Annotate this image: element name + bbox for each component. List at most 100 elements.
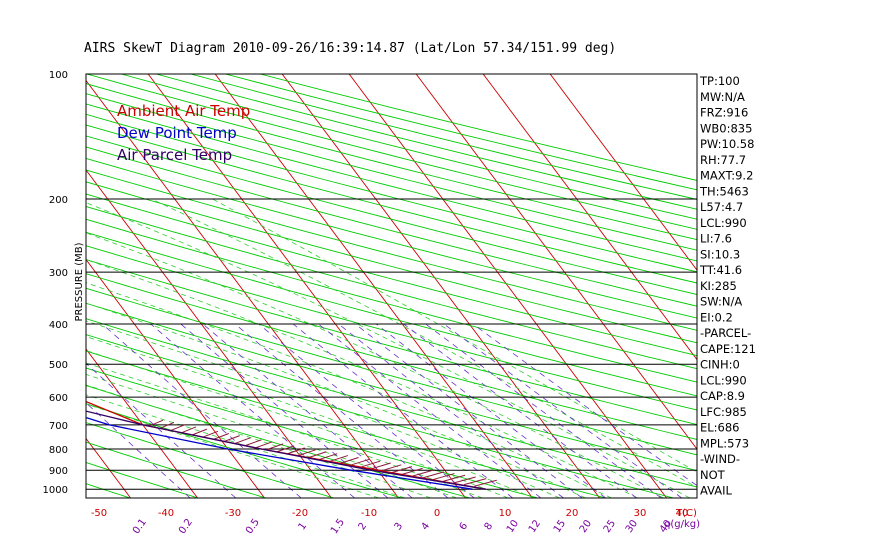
mixing-ratio-line <box>425 323 662 498</box>
moist-adiabat-line <box>86 232 664 498</box>
mixing-ratio-line <box>86 362 237 498</box>
index-item: WB0:835 <box>700 121 752 135</box>
cape-hatch-line <box>170 424 186 432</box>
cape-hatch-line <box>463 478 487 486</box>
mixing-ratio-tick-label: 1 <box>297 521 310 533</box>
dry-adiabat-line <box>86 483 131 498</box>
dry-adiabat-line <box>86 103 697 262</box>
dry-adiabat-line <box>86 146 697 307</box>
dry-adiabat-line <box>86 259 697 426</box>
mixing-ratio-tick-label: 3 <box>393 521 406 533</box>
dry-adiabat-line <box>86 245 697 411</box>
isotherm-line <box>0 74 64 498</box>
dry-adiabat-line <box>86 462 199 498</box>
bottom-temp-tick-label: 0 <box>434 508 440 519</box>
pressure-tick-label: 900 <box>49 466 68 477</box>
dry-adiabat-line <box>86 113 697 273</box>
bottom-temp-tick-label: -20 <box>292 508 308 519</box>
mixing-ratio-tick-label: 0.2 <box>177 517 195 536</box>
moist-adiabat-line <box>86 394 405 498</box>
dry-adiabat-line <box>86 193 697 357</box>
index-item: LFC:985 <box>700 405 747 419</box>
mixing-ratio-line <box>355 323 583 498</box>
pressure-tick-label: 1000 <box>43 485 68 496</box>
isotherm-line <box>86 437 131 498</box>
cape-hatch-line <box>255 441 273 449</box>
cape-hatch-line <box>180 426 197 434</box>
index-item: -PARCEL- <box>700 326 751 340</box>
mixing-ratio-line <box>292 323 513 498</box>
dry-adiabat-line <box>86 169 697 331</box>
legend-entry: Ambient Air Temp <box>117 102 250 120</box>
mixing-ratio-tick-label: 1.5 <box>329 517 347 536</box>
dry-adiabat-line <box>86 350 606 498</box>
mixing-ratio-tick-label: 4 <box>420 521 433 533</box>
isotherm-line <box>348 74 667 498</box>
mixing-ratio-tick-label: 0.5 <box>244 517 262 536</box>
pressure-tick-label: 700 <box>49 421 68 432</box>
dry-adiabat-line <box>86 181 697 344</box>
legend-entry: Dew Point Temp <box>117 124 237 142</box>
bottom-temp-tick-label: 40 <box>676 508 689 519</box>
isotherm-line <box>86 348 198 498</box>
cape-hatch-line <box>422 471 445 479</box>
index-item: CAPE:121 <box>700 342 756 356</box>
dry-adiabat-line <box>86 273 697 440</box>
cape-hatch-line <box>474 479 497 487</box>
moist-adiabat-line <box>86 373 457 498</box>
dry-adiabat-line <box>86 287 697 456</box>
index-item: LCL:990 <box>700 373 747 387</box>
isotherm-line <box>281 74 600 498</box>
mixing-ratio-tick-label: 6 <box>458 521 471 533</box>
index-item: NOT <box>700 468 726 482</box>
bottom-temp-tick-label: -50 <box>91 508 107 519</box>
dry-adiabat-line <box>86 302 697 472</box>
index-item: L57:4.7 <box>700 200 743 214</box>
dry-adiabat-line <box>86 334 674 498</box>
index-item: CINH:0 <box>700 358 740 372</box>
moist-adiabat-line <box>151 198 697 488</box>
mixing-ratio-tick-label: 12 <box>527 518 543 535</box>
moist-adiabat-line <box>86 302 586 498</box>
temp-unit-label: T(C) <box>675 508 697 519</box>
mixing-ratio-tick-label: 20 <box>578 518 594 535</box>
index-item: MAXT:9.2 <box>700 169 753 183</box>
mixing-ratio-tick-label: 10 <box>505 518 521 535</box>
index-item: TP:100 <box>699 74 740 88</box>
bottom-temp-tick-label: 10 <box>499 508 512 519</box>
cape-hatch-line <box>202 430 219 438</box>
index-item: LCL:990 <box>700 216 747 230</box>
index-item: MW:N/A <box>700 90 745 104</box>
pressure-tick-label: 600 <box>49 393 68 404</box>
mixing-ratio-tick-label: 2 <box>357 521 370 533</box>
cape-hatch-line <box>276 445 295 453</box>
cape-hatch-line <box>148 419 164 427</box>
isotherm-line <box>86 258 265 498</box>
mixing-ratio-line <box>202 323 413 498</box>
dry-adiabat-line <box>86 157 697 319</box>
mixing-ratio-line <box>338 323 564 498</box>
pressure-tick-label: 300 <box>49 268 68 279</box>
cape-hatch-line <box>265 443 284 451</box>
pressure-tick-label: 500 <box>49 360 68 371</box>
moist-adiabat-line <box>86 384 431 498</box>
bottom-temp-tick-label: 30 <box>634 508 647 519</box>
moist-adiabat-line <box>86 403 379 498</box>
index-item: EI:0.2 <box>700 310 733 324</box>
bottom-temp-tick-label: 20 <box>566 508 579 519</box>
index-item: EL:686 <box>700 421 740 435</box>
cape-hatch-line <box>412 469 434 477</box>
dry-adiabat-line <box>0 74 62 498</box>
isotherm-line <box>214 74 533 498</box>
mixing-ratio-tick-label: 15 <box>552 518 568 535</box>
index-item: PW:10.58 <box>700 137 754 151</box>
mixing-ratio-line <box>180 323 389 498</box>
isotherm-line <box>86 169 332 498</box>
bottom-temp-tick-label: -30 <box>225 508 241 519</box>
isotherm-line <box>549 74 697 271</box>
dry-adiabat-line <box>86 206 697 370</box>
pressure-tick-label: 100 <box>49 70 68 81</box>
series-air-parcel-temp <box>86 410 486 490</box>
cape-hatch-line <box>212 433 230 440</box>
